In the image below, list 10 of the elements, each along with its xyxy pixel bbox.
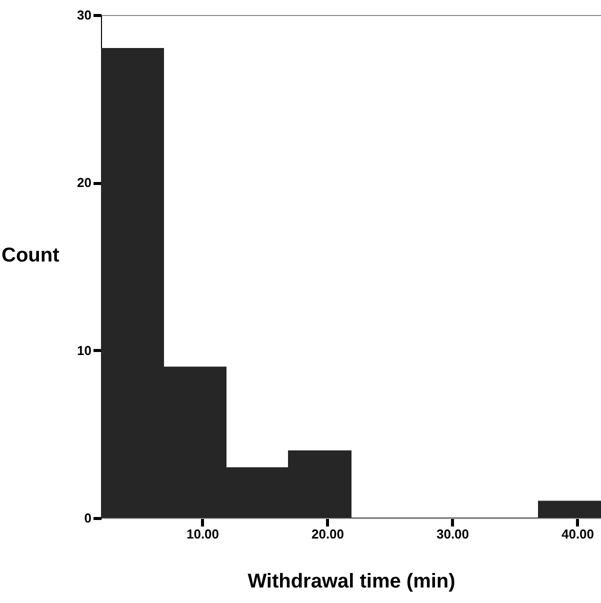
y-tick-label: 0 [84,510,92,526]
x-tick-label: 10.00 [186,526,220,542]
y-tick-label: 30 [77,8,92,22]
x-tick-label: 40.00 [561,526,594,542]
y-tick-label: 10 [77,342,92,358]
x-tick-label: 30.00 [436,526,470,542]
x-tick-label: 20.00 [311,526,344,542]
y-axis-title: Count [2,244,60,266]
x-axis-title: Withdrawal time (min) [248,570,456,592]
y-tick-label: 20 [77,175,92,190]
